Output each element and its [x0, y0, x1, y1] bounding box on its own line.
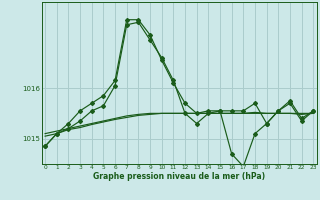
- X-axis label: Graphe pression niveau de la mer (hPa): Graphe pression niveau de la mer (hPa): [93, 172, 265, 181]
